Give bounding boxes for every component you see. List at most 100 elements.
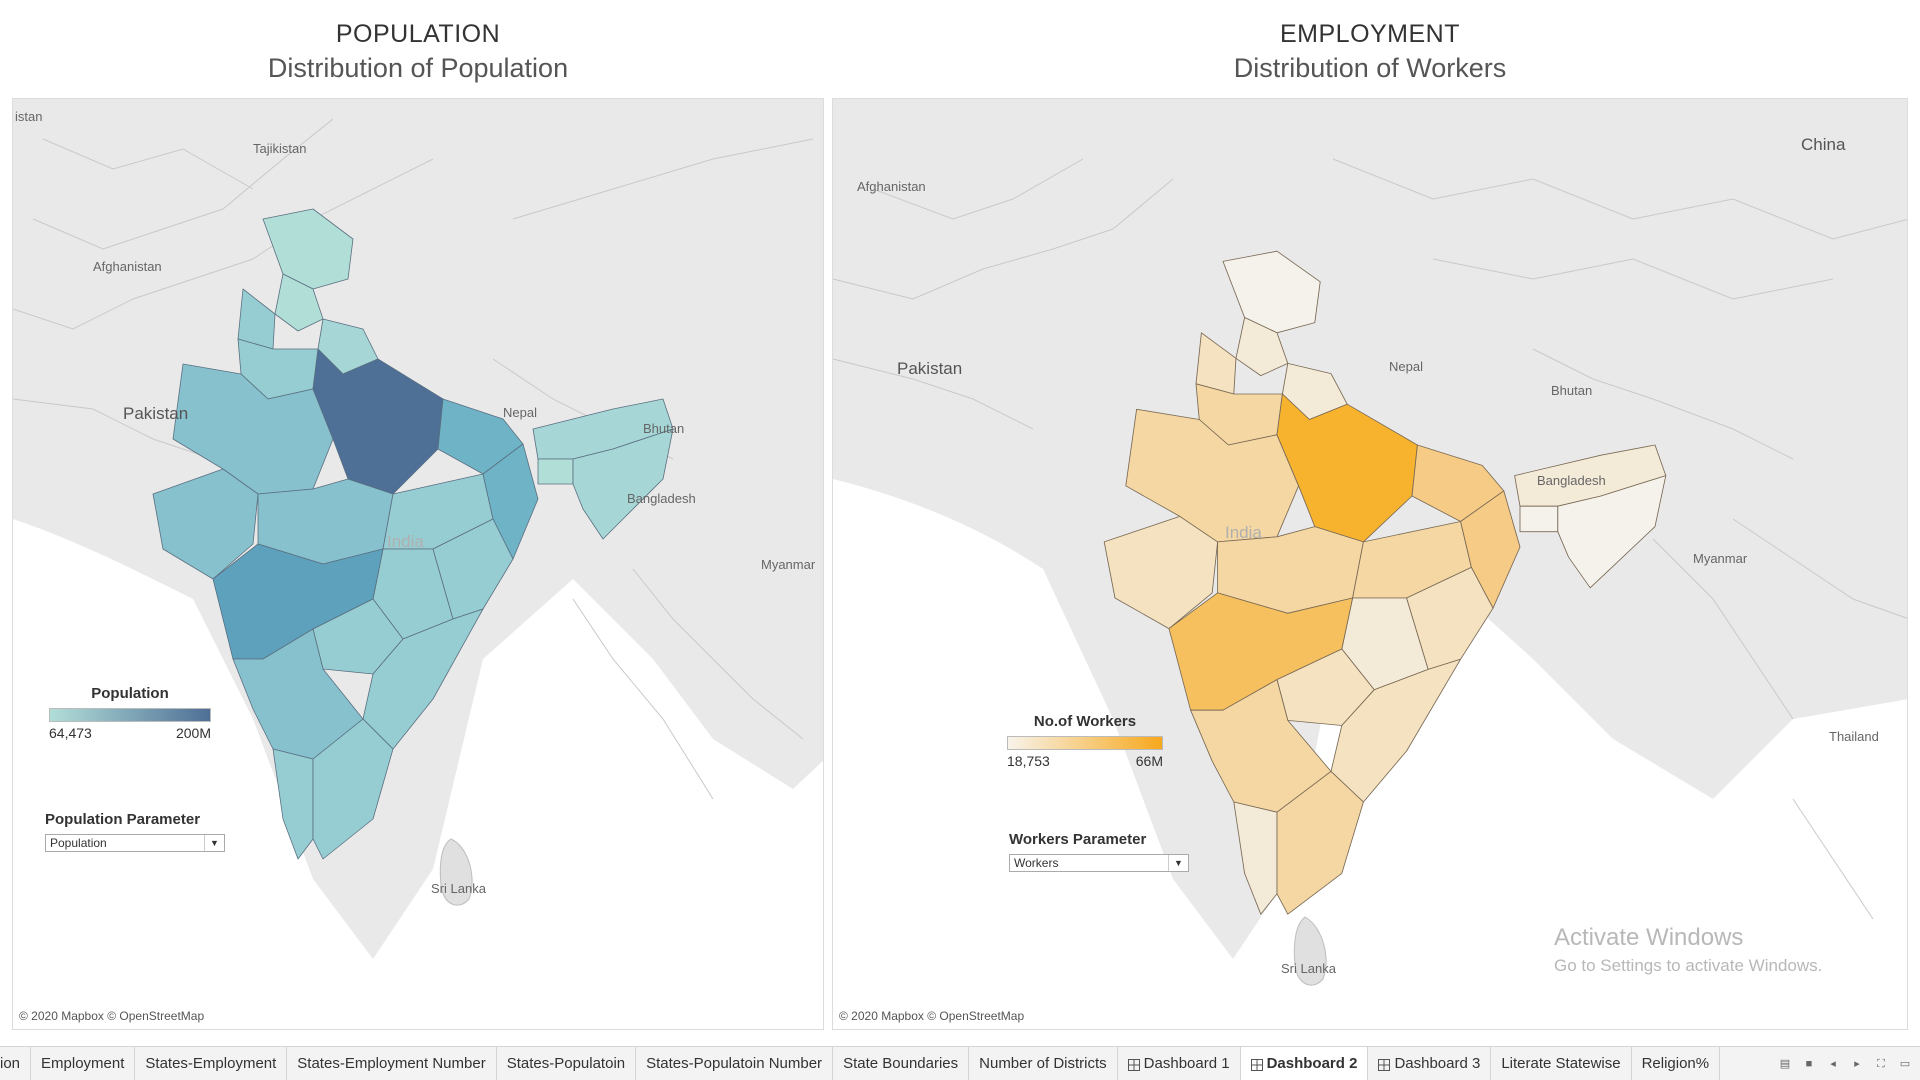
- sheet-tab-label: States-Populatoin Number: [646, 1055, 823, 1072]
- previous-sheet-icon[interactable]: ◂: [1830, 1057, 1836, 1070]
- sheet-tab-label: ion: [0, 1055, 21, 1072]
- next-sheet-icon[interactable]: ▸: [1854, 1057, 1860, 1070]
- watermark-line1: Activate Windows: [1554, 924, 1744, 951]
- dashboard-icon: [1250, 1058, 1263, 1071]
- sheet-tab-label: Literate Statewise: [1501, 1055, 1621, 1072]
- workers-legend-min: 18,753: [1007, 753, 1050, 769]
- sheet-tab-label: States-Employment: [145, 1055, 277, 1072]
- population-legend-min: 64,473: [49, 725, 92, 741]
- employment-map-attribution[interactable]: © 2020 Mapbox © OpenStreetMap: [839, 1009, 1025, 1023]
- sheet-tab-label: States-Populatoin: [506, 1055, 626, 1072]
- state-odisha[interactable]: [1406, 566, 1494, 670]
- present-mode-icon[interactable]: ▭: [1899, 1057, 1911, 1070]
- sheet-tab-label: Employment: [41, 1055, 125, 1072]
- state-himachal[interactable]: [274, 273, 324, 332]
- sheet-tab-label: Number of Districts: [979, 1055, 1107, 1072]
- state-northeast[interactable]: [572, 428, 674, 540]
- sheet-tab-religion[interactable]: Religion%: [1632, 1047, 1721, 1080]
- sheet-tab-dashboard-3[interactable]: Dashboard 3: [1368, 1047, 1492, 1080]
- state-punjab[interactable]: [237, 288, 276, 350]
- dashboard-icon: [1378, 1058, 1391, 1071]
- workers-legend[interactable]: No.of Workers 18,753 66M: [1007, 713, 1163, 769]
- sheet-tab-label: States-Employment Number: [297, 1055, 486, 1072]
- place-bhutan: Bhutan: [1551, 383, 1593, 398]
- employment-title: EMPLOYMENT: [1279, 20, 1461, 48]
- state-uttar-pradesh[interactable]: [1276, 393, 1418, 543]
- population-header: POPULATION Distribution of Population: [12, 0, 824, 98]
- place-nepal: Nepal: [503, 405, 537, 420]
- sheet-tab-dashboard-1[interactable]: Dashboard 1: [1118, 1047, 1241, 1080]
- employment-header: EMPLOYMENT Distribution of Workers: [832, 0, 1908, 98]
- state-punjab[interactable]: [1195, 332, 1237, 395]
- state-kerala[interactable]: [1233, 801, 1278, 915]
- population-subtitle: Distribution of Population: [267, 53, 569, 83]
- state-tamil-nadu[interactable]: [312, 718, 394, 860]
- sheet-tab-ion[interactable]: ion: [0, 1047, 32, 1080]
- employment-subtitle: Distribution of Workers: [1233, 53, 1507, 83]
- state-uttar-pradesh[interactable]: [312, 348, 444, 495]
- sheet-tab-literate-statewise[interactable]: Literate Statewise: [1491, 1047, 1632, 1080]
- show-tabs-icon[interactable]: ■: [1805, 1057, 1813, 1070]
- fullscreen-icon[interactable]: ⛶: [1877, 1057, 1885, 1070]
- sheet-tab-number-of-districts[interactable]: Number of Districts: [969, 1047, 1118, 1080]
- sheet-tab-employment[interactable]: Employment: [31, 1047, 136, 1080]
- state-odisha[interactable]: [432, 518, 514, 620]
- sheet-tab-dashboard-2[interactable]: Dashboard 2: [1240, 1047, 1369, 1080]
- state-meghalaya[interactable]: [537, 458, 574, 485]
- sheet-tab-label: State Boundaries: [843, 1055, 959, 1072]
- place-china: China: [1801, 135, 1846, 154]
- employment-map[interactable]: China Afghanistan Pakistan Nepal Bhutan …: [832, 98, 1908, 1030]
- sri-lanka-shape: [1293, 916, 1327, 986]
- state-himachal[interactable]: [1235, 317, 1289, 377]
- population-legend[interactable]: Population 64,473 200M: [49, 685, 211, 741]
- population-color-ramp: [49, 708, 211, 722]
- workers-parameter-select[interactable]: Workers ▼: [1009, 854, 1189, 872]
- population-legend-title: Population: [91, 685, 169, 702]
- population-parameter-control: Population Parameter Population ▼: [45, 811, 225, 852]
- population-legend-max: 200M: [175, 725, 211, 741]
- population-state-layer: [152, 208, 674, 860]
- state-tamil-nadu[interactable]: [1276, 770, 1364, 915]
- state-west-bengal[interactable]: [1460, 490, 1521, 609]
- state-bihar[interactable]: [437, 398, 524, 475]
- sri-lanka-shape: [439, 838, 473, 906]
- state-kerala[interactable]: [272, 748, 314, 860]
- sheet-tab-states-employment[interactable]: States-Employment: [135, 1047, 288, 1080]
- population-map-attribution[interactable]: © 2020 Mapbox © OpenStreetMap: [19, 1009, 205, 1023]
- place-afghanistan: Afghanistan: [857, 179, 926, 194]
- population-parameter-select[interactable]: Population ▼: [45, 834, 225, 852]
- place-india: India: [387, 532, 424, 551]
- sheet-tab-list: ion Employment States-Employment States-Emp…: [0, 1047, 1721, 1080]
- sheet-tab-state-boundaries[interactable]: State Boundaries: [833, 1047, 970, 1080]
- workers-legend-max: 66M: [1135, 753, 1163, 769]
- chevron-down-icon[interactable]: ▼: [204, 835, 224, 851]
- population-parameter-value: Population: [50, 836, 107, 850]
- population-parameter-title: Population Parameter: [45, 811, 201, 828]
- place-tajikistan: Tajikistan: [253, 141, 307, 156]
- place-sri-lanka: Sri Lanka: [431, 881, 486, 896]
- ocean-area: [13, 519, 823, 1029]
- population-title: POPULATION: [335, 20, 501, 48]
- show-filmstrip-icon[interactable]: ▤: [1779, 1057, 1791, 1070]
- place-afghanistan: Afghanistan: [93, 259, 162, 274]
- chevron-down-icon[interactable]: ▼: [1168, 855, 1188, 871]
- state-gujarat[interactable]: [1103, 515, 1219, 630]
- place-bangladesh: Bangladesh: [1537, 473, 1606, 488]
- state-meghalaya[interactable]: [1519, 505, 1559, 533]
- state-west-bengal[interactable]: [482, 443, 539, 560]
- state-jammu-kashmir[interactable]: [262, 208, 354, 290]
- state-rajasthan[interactable]: [172, 363, 334, 495]
- population-map[interactable]: istan Tajikistan Afghanistan Pakistan Ne…: [12, 98, 824, 1030]
- place-istan: istan: [15, 109, 43, 124]
- place-nepal: Nepal: [1389, 359, 1423, 374]
- state-northeast[interactable]: [1557, 475, 1667, 589]
- state-jammu-kashmir[interactable]: [1222, 250, 1321, 334]
- sheet-tab-states-employment-number[interactable]: States-Employment Number: [287, 1047, 497, 1080]
- state-gujarat[interactable]: [152, 468, 259, 580]
- state-bihar[interactable]: [1411, 444, 1505, 522]
- workers-color-ramp: [1007, 736, 1163, 750]
- sheet-tab-states-populatoin-number[interactable]: States-Populatoin Number: [636, 1047, 834, 1080]
- workers-parameter-value: Workers: [1014, 856, 1059, 870]
- sheet-tab-states-populatoin[interactable]: States-Populatoin: [497, 1047, 637, 1080]
- state-rajasthan[interactable]: [1125, 408, 1300, 543]
